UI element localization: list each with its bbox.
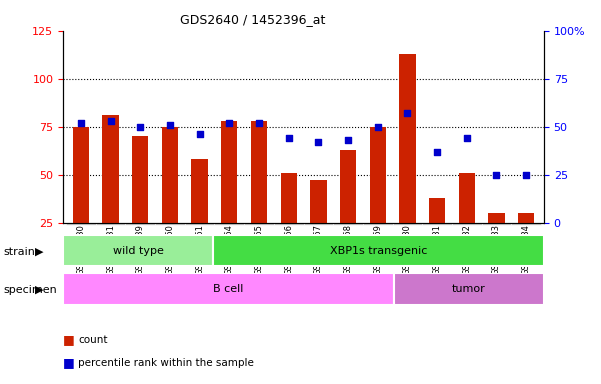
Bar [392, 223, 423, 225]
Text: percentile rank within the sample: percentile rank within the sample [78, 358, 254, 368]
Point [373, 124, 382, 130]
Text: ▶: ▶ [35, 285, 43, 295]
Bar [155, 223, 185, 225]
Bar [511, 223, 541, 225]
Point [76, 120, 86, 126]
Point [462, 135, 472, 141]
Bar [452, 223, 481, 225]
Bar [251, 121, 267, 223]
Bar [185, 223, 215, 225]
Bar [162, 127, 178, 223]
Point [135, 124, 145, 130]
Bar [244, 223, 274, 225]
Point [403, 110, 412, 116]
Text: strain: strain [3, 247, 35, 257]
Point [106, 118, 115, 124]
Text: specimen: specimen [3, 285, 56, 295]
Bar [304, 223, 333, 225]
Bar [340, 150, 356, 223]
Bar [281, 173, 297, 223]
Bar [63, 273, 394, 305]
Point [343, 137, 353, 143]
Text: tumor: tumor [452, 284, 486, 294]
Bar [213, 235, 544, 266]
Bar [394, 273, 544, 305]
Bar [192, 159, 208, 223]
Bar [66, 223, 96, 225]
Bar [333, 223, 363, 225]
Bar [96, 223, 126, 225]
Bar [215, 223, 244, 225]
Bar [488, 213, 505, 223]
Point [165, 122, 175, 128]
Text: wild type: wild type [113, 245, 163, 256]
Point [225, 120, 234, 126]
Bar [370, 127, 386, 223]
Point [284, 135, 293, 141]
Text: GDS2640 / 1452396_at: GDS2640 / 1452396_at [180, 13, 325, 26]
Point [254, 120, 264, 126]
Text: ■: ■ [63, 333, 75, 346]
Bar [399, 54, 415, 223]
Bar [102, 115, 119, 223]
Point [195, 131, 204, 137]
Bar [429, 198, 445, 223]
Text: B cell: B cell [213, 284, 243, 294]
Text: count: count [78, 335, 108, 345]
Bar [63, 235, 213, 266]
Point [314, 139, 323, 145]
Point [492, 172, 501, 178]
Text: XBP1s transgenic: XBP1s transgenic [330, 245, 427, 256]
Bar [518, 213, 534, 223]
Bar [126, 223, 155, 225]
Bar [481, 223, 511, 225]
Text: ▶: ▶ [35, 247, 43, 257]
Bar [459, 173, 475, 223]
Bar [423, 223, 452, 225]
Text: ■: ■ [63, 356, 75, 369]
Bar [363, 223, 392, 225]
Bar [73, 127, 89, 223]
Bar [132, 136, 148, 223]
Point [521, 172, 531, 178]
Bar [221, 121, 237, 223]
Bar [310, 180, 326, 223]
Point [432, 149, 442, 155]
Bar [274, 223, 304, 225]
